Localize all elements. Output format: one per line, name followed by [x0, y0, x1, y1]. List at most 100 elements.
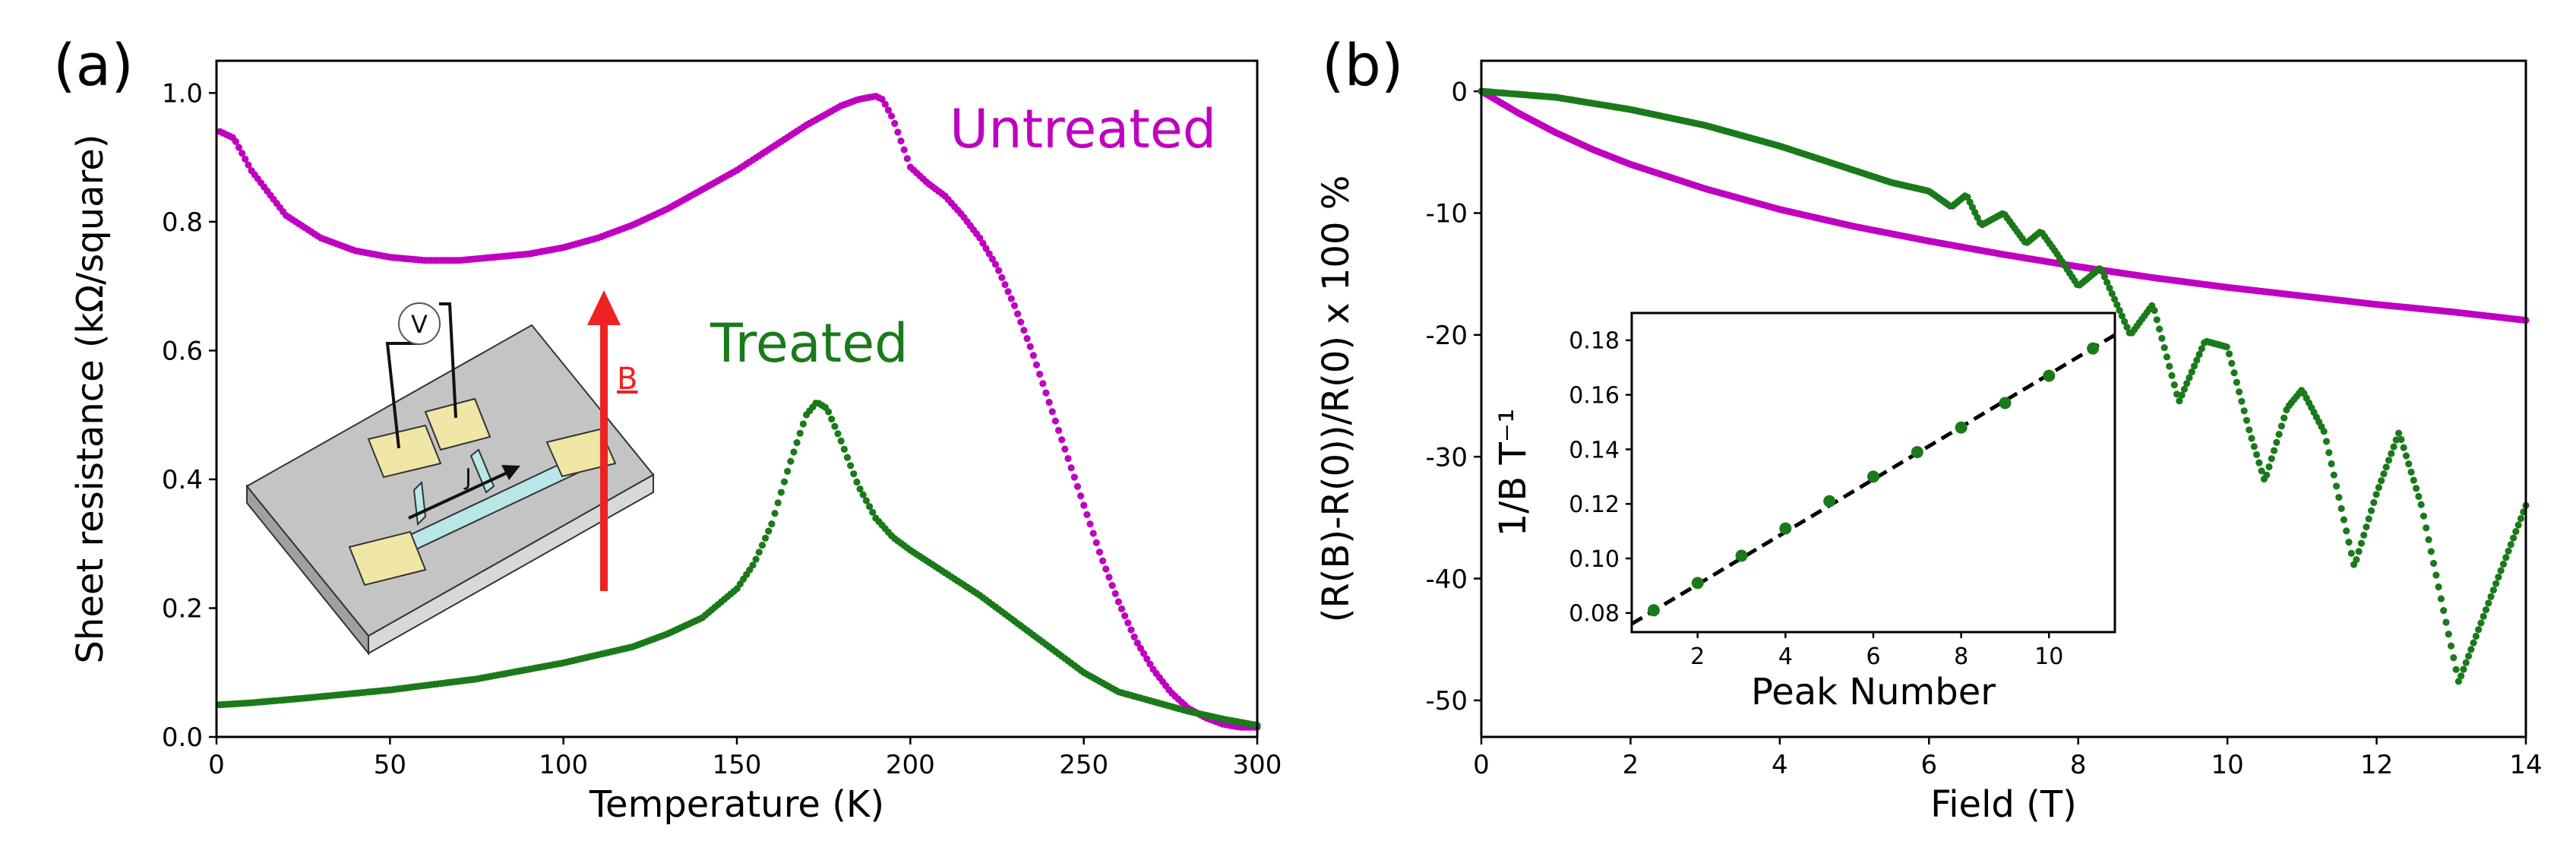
panel-a-treated-point [834, 430, 842, 438]
panel-a-label: (a) [53, 31, 134, 99]
panel-b-treated-point [2482, 606, 2490, 614]
panel-a-untreated-point [235, 144, 243, 151]
panel-b-treated-point [2440, 607, 2448, 615]
panel-b-x-tick-label: 10 [2211, 750, 2244, 780]
panel-a-treated-point [796, 429, 804, 437]
panel-a-untreated-point [878, 95, 886, 103]
panel-b-treated-point [2485, 599, 2492, 607]
panel-a-untreated-point [891, 119, 899, 128]
panel-a-treated-point [837, 437, 845, 445]
inset-x-tick-label: 2 [1690, 643, 1705, 670]
panel-b-treated-point [2363, 523, 2370, 531]
panel-a-untreated-point [1029, 352, 1037, 359]
panel-a-untreated-point [1073, 482, 1082, 491]
inset-y-tick-label: 0.08 [1569, 601, 1620, 628]
panel-a-untreated-point [897, 137, 905, 145]
panel-a-untreated-point [1076, 492, 1085, 500]
inset-x-tick-label: 10 [2034, 643, 2063, 670]
panel-b-treated-point [2442, 618, 2450, 626]
panel-b-treated-point [2400, 444, 2407, 451]
inset-y-tick-label: 0.14 [1569, 437, 1620, 463]
device-schematic: V J [245, 302, 655, 656]
panel-b-y-tick-label: -10 [1425, 199, 1468, 229]
panel-a-untreated-point [1054, 426, 1063, 435]
inset-peak-point [1999, 397, 2012, 409]
panel-a-untreated-point [1039, 380, 1047, 387]
panel-a-untreated-point [988, 255, 996, 263]
panel-b-treated-point [2168, 372, 2176, 379]
panel-b-treated-point [2492, 580, 2500, 587]
panel-b-treated-point [2427, 548, 2435, 555]
panel-a-x-tick-label: 0 [208, 750, 225, 780]
panel-b-treated-point [2277, 422, 2285, 430]
panel-a-untreated-point [900, 146, 908, 153]
panel-b-treated-point [2420, 512, 2428, 520]
panel-b-treated-point [2415, 492, 2423, 501]
panel-b-treated-point [2487, 593, 2495, 600]
panel-b-treated-point [2462, 659, 2470, 666]
panel-b-treated-point [2460, 666, 2467, 673]
inset-chart: 2 4 6 8 10 0.08 0.10 0.12 0.14 0.16 0.18 Peak Numbe… [1492, 311, 2116, 713]
panel-b-y-tick-label: -30 [1425, 442, 1468, 473]
panel-b-treated-point [2467, 646, 2475, 653]
panel-b-treated-point [2378, 477, 2385, 485]
panel-a-untreated-point [1064, 454, 1072, 463]
field-arrow: B [587, 290, 637, 591]
panel-a-y-tick-label: 0.6 [162, 337, 203, 367]
panel-a-untreated-point [894, 128, 902, 136]
panel-b-treated-point [2255, 459, 2263, 466]
untreated-label: Untreated [950, 98, 1216, 160]
panel-b-treated-point [2183, 380, 2191, 387]
panel-b-treated-point [2452, 666, 2460, 673]
panel-b-treated-point [2514, 521, 2522, 529]
panel-b-treated-point [2335, 494, 2343, 501]
panel-b-treated-point [2275, 431, 2283, 438]
panel-a-untreated-point [232, 138, 239, 145]
panel-b-treated-point [2417, 501, 2425, 508]
panel-b-treated-point [2166, 362, 2173, 370]
panel-b-treated-point [2252, 451, 2261, 459]
panel-b-treated-point [2450, 654, 2457, 662]
panel-a-treated-point [793, 439, 801, 447]
panel-a-untreated-point [1105, 574, 1113, 581]
panel-a-treated-point [780, 478, 789, 485]
panel-a-untreated-point [1007, 295, 1015, 302]
panel-b-treated-point [2405, 460, 2413, 468]
panel-a-treated-point [752, 555, 760, 563]
panel-a-x-tick-label: 100 [539, 750, 588, 780]
panel-b-treated-point [2517, 514, 2525, 523]
panel-b-treated-point [2113, 301, 2121, 308]
panel-a-treated-point [758, 541, 766, 549]
panel-b-treated-point [2098, 267, 2106, 275]
panel-a-untreated-point [1127, 626, 1135, 634]
panel-b-treated-point [2477, 619, 2485, 627]
panel-b-treated-point [2360, 531, 2368, 539]
panel-b-frame [1480, 59, 2527, 738]
panel-a-untreated-point [1010, 302, 1019, 309]
panel-a-treated-point [790, 448, 798, 456]
panel-a-treated-point [853, 478, 861, 486]
panel-a-treated-point [831, 422, 839, 430]
panel-a-untreated-point [1051, 417, 1059, 425]
panel-a-treated-point [843, 454, 852, 461]
inset-peak-point [1779, 522, 1792, 535]
panel-b-treated-point [2509, 534, 2518, 542]
panel-a-untreated-point [903, 155, 911, 163]
panel-b-x-tick-label: 2 [1623, 750, 1639, 780]
panel-b: (b) 0 2 4 6 8 10 12 14 0 -10 -20 -30 -40 -50 Field (T)… [1315, 31, 2543, 826]
panel-b-y-tick-label: -50 [1425, 686, 1468, 716]
panel-a-untreated-point [242, 155, 249, 163]
panel-a-x-axis-label: Temperature (K) [589, 783, 884, 826]
panel-b-treated-point [2495, 574, 2502, 581]
panel-b-treated-point [2425, 536, 2432, 543]
panel-a-untreated-point [998, 273, 1006, 281]
panel-a-untreated-point [1013, 310, 1022, 318]
inset-peak-point [1691, 577, 1704, 590]
panel-a-untreated-point [1146, 660, 1154, 668]
panel-a-treated-point [862, 497, 870, 504]
inset-frame [1630, 311, 2116, 634]
panel-a-x-tick-label: 250 [1059, 750, 1108, 780]
panel-a-untreated-point [1061, 445, 1069, 453]
panel-b-treated-point [2454, 678, 2462, 685]
panel-a-untreated-point [887, 112, 896, 120]
